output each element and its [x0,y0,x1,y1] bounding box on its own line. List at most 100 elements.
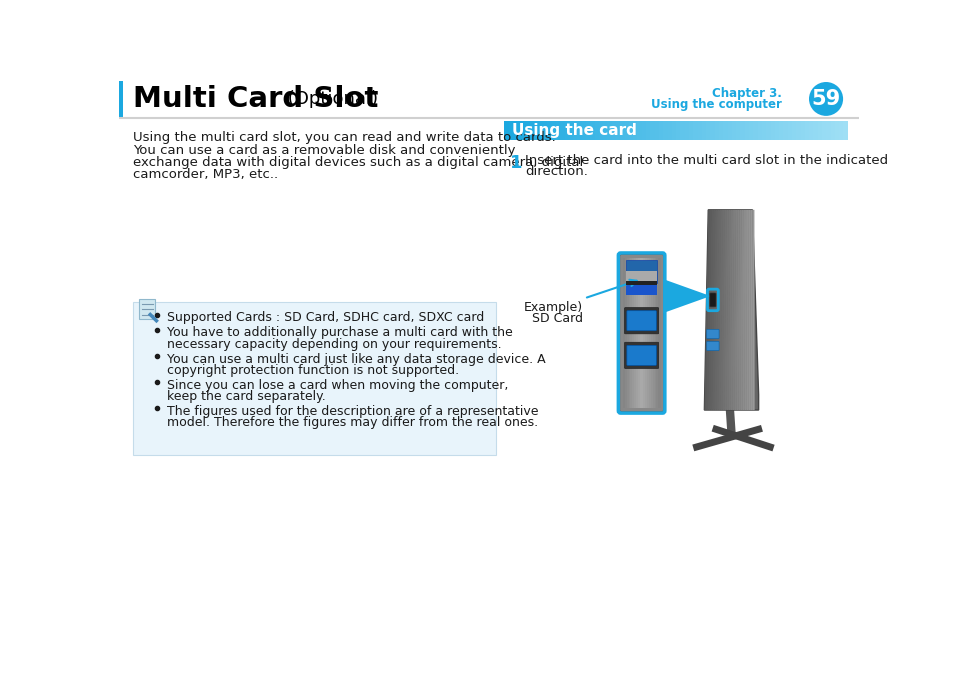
Text: Multi Card Slot: Multi Card Slot [133,85,378,113]
Bar [659,121,663,139]
Polygon shape [734,210,737,410]
Polygon shape [662,279,710,313]
Polygon shape [714,210,719,410]
Bar [521,121,526,139]
Text: Using the multi card slot, you can read and write data to cards.: Using the multi card slot, you can read … [133,131,556,144]
Bar [761,121,766,139]
Bar [590,121,595,139]
Text: camcorder, MP3, etc..: camcorder, MP3, etc.. [133,169,278,181]
Bar [650,121,655,139]
Bar [710,121,715,139]
Bar [625,271,657,282]
Text: 1: 1 [509,154,522,172]
Polygon shape [752,210,754,410]
Bar [625,284,657,294]
Bar [693,121,698,139]
Text: Using the computer: Using the computer [650,98,781,111]
Bar [556,121,560,139]
Bar [504,121,509,139]
Polygon shape [750,210,752,410]
Bar [753,121,758,139]
FancyBboxPatch shape [626,311,656,331]
Bar [808,121,813,139]
Bar [611,121,616,139]
Bar [564,121,569,139]
Polygon shape [710,210,715,410]
Text: 59: 59 [811,89,840,109]
Bar [538,121,543,139]
Circle shape [808,82,842,116]
Bar [748,121,753,139]
Text: Since you can lose a card when moving the computer,: Since you can lose a card when moving th… [167,379,508,392]
Bar [577,121,581,139]
Bar [676,121,680,139]
Bar [634,259,636,408]
Bar [547,121,552,139]
Bar [817,121,821,139]
Polygon shape [745,210,748,410]
Bar [804,121,809,139]
Bar [839,121,843,139]
Bar [813,121,818,139]
Bar [642,259,645,408]
Bar [679,121,684,139]
Bar [624,121,629,139]
Bar [646,259,649,408]
Bar [641,121,646,139]
Text: The figures used for the description are of a representative: The figures used for the description are… [167,405,538,418]
Bar [622,259,624,408]
Text: SD Card: SD Card [531,312,582,325]
Bar [757,121,761,139]
Bar [736,121,740,139]
Polygon shape [738,210,740,410]
Bar [697,121,701,139]
FancyBboxPatch shape [139,299,154,319]
Bar [517,121,521,139]
Text: You have to additionally purchase a multi card with the: You have to additionally purchase a mult… [167,326,513,339]
FancyBboxPatch shape [706,341,719,351]
Bar [542,121,547,139]
Bar [774,121,779,139]
Bar [714,121,719,139]
Polygon shape [712,210,717,410]
Polygon shape [716,210,720,410]
Bar [667,121,672,139]
Bar [598,121,603,139]
Bar [525,121,530,139]
Bar [834,121,839,139]
Text: (Optional): (Optional) [282,90,377,108]
Bar [650,259,653,408]
FancyBboxPatch shape [709,293,716,307]
Text: exchange data with digital devices such as a digital camera, digital: exchange data with digital devices such … [133,156,583,169]
Bar [619,121,624,139]
Polygon shape [740,210,742,410]
Bar [740,121,744,139]
FancyBboxPatch shape [618,254,663,412]
Text: You can use a multi card just like any data storage device. A: You can use a multi card just like any d… [167,353,545,366]
Bar [530,121,535,139]
Text: model. Therefore the figures may differ from the real ones.: model. Therefore the figures may differ … [167,416,537,429]
Bar [594,121,598,139]
Polygon shape [705,210,711,410]
Bar [626,259,628,408]
Bar [645,121,650,139]
Bar [644,259,647,408]
Bar [551,121,556,139]
Polygon shape [741,210,744,410]
Bar [731,121,736,139]
Text: copyright protection function is not supported.: copyright protection function is not sup… [167,364,459,377]
Polygon shape [748,210,750,410]
Bar [628,121,633,139]
Bar [133,302,496,455]
FancyBboxPatch shape [624,307,658,334]
Bar [779,121,783,139]
Bar [821,121,826,139]
Bar [616,121,620,139]
Bar [800,121,804,139]
Bar [637,121,641,139]
Bar [581,121,586,139]
Bar [641,259,643,408]
Polygon shape [732,210,736,410]
Bar [534,121,538,139]
Bar [568,121,573,139]
